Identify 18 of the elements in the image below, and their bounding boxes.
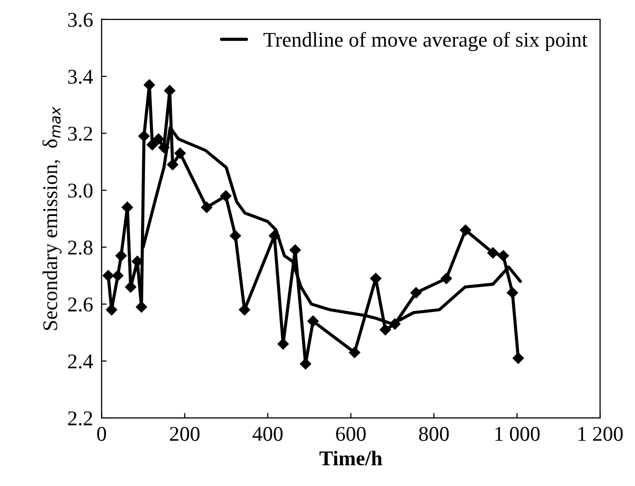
x-tick-label: 600 (336, 426, 366, 441)
y-axis-title: Secondary emission, δ$_{max}$ (42, 106, 62, 330)
legend-label: Trendline of move average of six point (264, 32, 588, 52)
x-tick-label: 400 (252, 426, 283, 441)
y-tick-label: 3.0 (68, 184, 92, 198)
y-tick-label: 2.4 (68, 354, 93, 369)
x-tick-label: 0 (97, 426, 106, 441)
y-tick-label: 2.8 (68, 240, 92, 255)
y-tick-label: 2.6 (68, 298, 93, 312)
x-tick-label: 1 200 (578, 426, 623, 441)
x-tick-label: 800 (419, 426, 449, 441)
y-tick-label: 2.2 (68, 411, 92, 426)
x-tick-label: 1 000 (495, 426, 540, 441)
y-tick-label: 3.4 (68, 70, 93, 84)
y-tick-label: 3.2 (68, 126, 92, 141)
x-axis-title: Time/h (320, 450, 382, 466)
x-tick-label: 200 (170, 426, 200, 441)
y-tick-label: 3.6 (68, 12, 93, 27)
